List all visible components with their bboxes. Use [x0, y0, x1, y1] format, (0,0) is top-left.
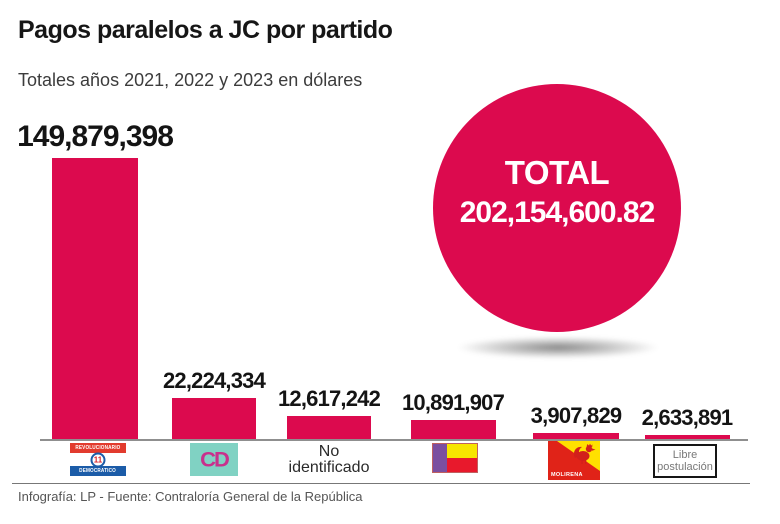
flag-purple-stripe — [433, 444, 447, 472]
prd-logo-top-band: REVOLUCIONARIO — [70, 443, 126, 453]
bar-value-label-molirena: 3,907,829 — [530, 403, 622, 428]
panamenista-flag-logo — [432, 443, 478, 473]
category-label-no-identificado: No identificado — [289, 444, 370, 476]
total-circle-text: TOTAL 202,154,600.82 — [459, 154, 656, 230]
libre-postulacion-line2: postulación — [657, 461, 713, 473]
prd-logo-number-badge: 11 — [90, 452, 106, 467]
bar-panamenista — [411, 420, 496, 440]
prd-logo-top-text: REVOLUCIONARIO — [75, 445, 121, 451]
no-identificado-line2: identificado — [288, 459, 370, 476]
libre-postulacion-line1: Libre — [672, 449, 698, 461]
bar-value-label-no-identificado: 12,617,242 — [277, 386, 381, 411]
cd-logo: CD — [190, 443, 238, 476]
bar-no-identificado — [287, 416, 371, 440]
bar-value-label-prd: 149,879,398 — [17, 120, 174, 153]
prd-logo-bottom-text: DEMOCRATICO — [79, 468, 117, 474]
total-label: TOTAL — [504, 154, 610, 191]
prd-logo: REVOLUCIONARIO DEMOCRATICO 11 — [70, 443, 126, 476]
flag-right-half — [447, 444, 477, 472]
bar-libre-postulacion — [645, 435, 730, 440]
molirena-logo: MOLIRENA — [548, 441, 600, 480]
footer-credit: Infografía: LP - Fuente: Contraloría Gen… — [18, 489, 363, 504]
bar-value-label-panamenista: 10,891,907 — [401, 390, 505, 415]
bar-cd — [172, 398, 256, 440]
circle-drop-shadow — [452, 336, 664, 359]
total-value: 202,154,600.82 — [459, 196, 656, 229]
molirena-logo-graphic: MOLIRENA — [548, 441, 600, 480]
molirena-logo-text: MOLIRENA — [551, 472, 583, 478]
cd-logo-text: CD — [200, 447, 230, 471]
flag-red-stripe — [447, 458, 477, 472]
bar-prd — [52, 158, 138, 440]
footer-divider — [12, 483, 750, 484]
x-axis-line — [40, 439, 748, 441]
page-title: Pagos paralelos a JC por partido — [18, 16, 393, 44]
prd-logo-bottom-band: DEMOCRATICO — [70, 466, 126, 476]
bar-value-label-libre-postulacion: 2,633,891 — [641, 405, 733, 430]
page-subtitle: Totales años 2021, 2022 y 2023 en dólare… — [18, 70, 363, 90]
bar-molirena — [533, 433, 619, 440]
libre-postulacion-box: Libre postulación — [653, 444, 717, 478]
flag-yellow-stripe — [447, 444, 477, 458]
total-circle: TOTAL 202,154,600.82 — [433, 84, 681, 332]
bar-value-label-cd: 22,224,334 — [162, 368, 266, 393]
no-identificado-line1: No — [318, 443, 340, 460]
rooster-icon — [573, 443, 596, 464]
